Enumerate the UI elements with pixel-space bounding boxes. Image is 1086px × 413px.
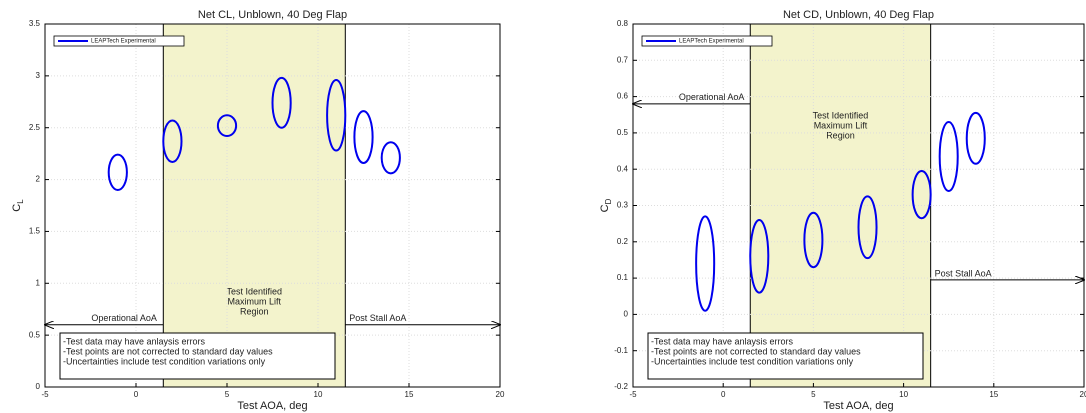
data-ellipse xyxy=(749,219,770,294)
data-ellipse xyxy=(216,114,238,138)
legend-box xyxy=(53,35,185,47)
y-tick-label: 1 xyxy=(36,278,41,287)
x-axis-label: Test AOA, deg xyxy=(823,400,893,412)
data-ellipse xyxy=(965,111,986,165)
y-axis-label: CL xyxy=(11,199,25,212)
y-tick-label: 1.5 xyxy=(29,227,41,236)
chart-title: Net CL, Unblown, 40 Deg Flap xyxy=(198,9,347,21)
x-tick-label: 5 xyxy=(225,390,230,399)
y-axis-label-main: C xyxy=(11,204,23,212)
legend-box xyxy=(641,35,773,47)
note-text: -Uncertainties include test condition va… xyxy=(651,356,854,366)
x-tick-label: 10 xyxy=(314,390,323,399)
y-tick-label: 0.5 xyxy=(29,330,41,339)
region-label: Region xyxy=(826,130,855,140)
x-tick-label: 5 xyxy=(811,390,816,399)
x-tick-label: 0 xyxy=(134,390,139,399)
data-ellipse xyxy=(911,170,932,220)
region-label: Region xyxy=(240,306,269,316)
data-ellipse xyxy=(353,110,374,164)
y-tick-label: 0 xyxy=(36,382,41,391)
y-tick-label: 2.5 xyxy=(29,123,41,132)
note-text: -Test points are not corrected to standa… xyxy=(651,346,861,356)
y-tick-label: 0.3 xyxy=(617,201,629,210)
data-ellipse xyxy=(380,141,401,175)
plot-frame xyxy=(632,23,1085,388)
note-box xyxy=(59,332,336,380)
region-label: Test Identified xyxy=(227,286,283,296)
y-tick-label: 0.8 xyxy=(617,19,629,28)
note-text: -Uncertainties include test condition va… xyxy=(63,356,266,366)
legend-label: LEAPTech Experimental xyxy=(91,39,156,45)
y-tick-label: 0.4 xyxy=(617,164,629,173)
x-axis-label: Test AOA, deg xyxy=(237,400,307,412)
y-tick-label: 0 xyxy=(624,310,629,319)
y-axis-label-sub: L xyxy=(16,199,25,204)
data-ellipse xyxy=(803,211,824,269)
region-label: Test Identified xyxy=(813,110,869,120)
x-tick-label: -5 xyxy=(41,390,49,399)
x-tick-label: -5 xyxy=(629,390,637,399)
plot-frame xyxy=(44,23,501,388)
y-axis-label: CD xyxy=(599,198,613,212)
note-text: -Test data may have anlaysis errors xyxy=(651,336,794,346)
data-ellipse xyxy=(695,215,716,312)
x-tick-label: 10 xyxy=(899,390,908,399)
x-tick-label: 15 xyxy=(989,390,998,399)
y-axis-label-sub: D xyxy=(604,198,613,204)
note-text: -Test points are not corrected to standa… xyxy=(63,346,273,356)
arrow-label: Operational AoA xyxy=(679,92,745,102)
data-ellipse xyxy=(938,121,959,192)
x-tick-label: 20 xyxy=(496,390,505,399)
note-text: -Test data may have anlaysis errors xyxy=(63,336,206,346)
data-ellipse xyxy=(162,119,183,163)
y-tick-label: 0.6 xyxy=(617,92,629,101)
x-tick-label: 20 xyxy=(1080,390,1086,399)
y-tick-label: -0.2 xyxy=(614,382,628,391)
legend-label: LEAPTech Experimental xyxy=(679,39,744,45)
y-axis-label-main: C xyxy=(599,204,611,212)
data-ellipse xyxy=(857,195,878,260)
y-tick-label: -0.1 xyxy=(614,346,628,355)
region xyxy=(162,23,346,388)
y-tick-label: 0.2 xyxy=(617,237,629,246)
arrow-label: Operational AoA xyxy=(91,313,157,323)
x-tick-label: 15 xyxy=(405,390,414,399)
y-tick-label: 3.5 xyxy=(29,19,41,28)
note-box xyxy=(647,332,924,380)
y-tick-label: 0.1 xyxy=(617,273,629,282)
arrow-label: Post Stall AoA xyxy=(935,268,992,278)
region-label: Maximum Lift xyxy=(814,120,868,130)
data-ellipse xyxy=(107,153,128,191)
y-tick-label: 0.5 xyxy=(617,128,629,137)
data-ellipse xyxy=(271,76,292,129)
y-tick-label: 2 xyxy=(36,175,41,184)
arrow-label: Post Stall AoA xyxy=(349,313,406,323)
data-ellipse xyxy=(326,79,347,152)
chart-title: Net CD, Unblown, 40 Deg Flap xyxy=(783,9,934,21)
y-tick-label: 3 xyxy=(36,71,41,80)
x-tick-label: 0 xyxy=(721,390,726,399)
y-tick-label: 0.7 xyxy=(617,55,629,64)
region-label: Maximum Lift xyxy=(228,296,282,306)
